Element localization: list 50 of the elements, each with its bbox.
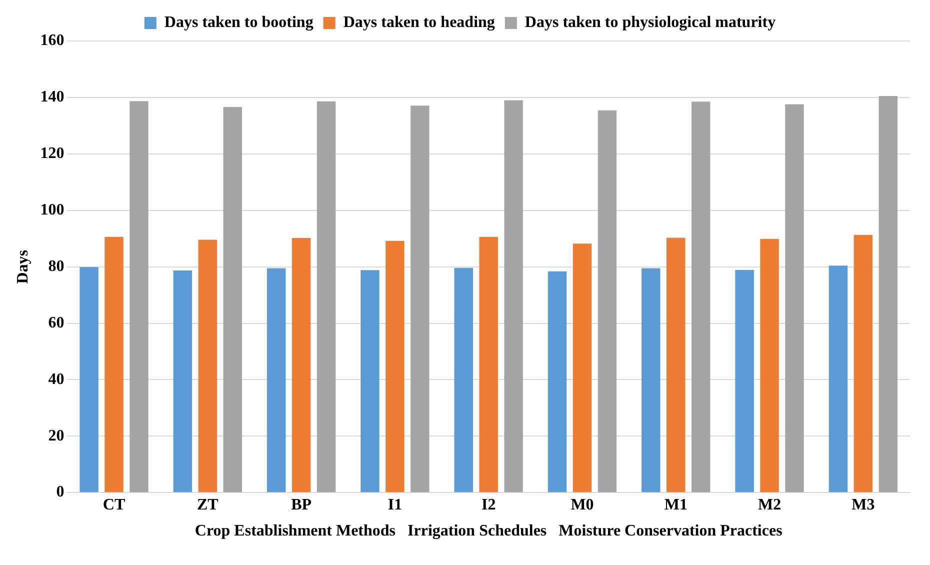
x-tick-label: BP [291,496,312,514]
y-tick-label: 40 [48,370,64,388]
x-tick-label: M3 [852,496,875,514]
bar [504,100,523,492]
bar [878,96,898,492]
bar [454,268,473,492]
x-tick-label: I2 [481,496,496,514]
bar [130,101,148,492]
x-axis-title: Crop Establishment Methods Irrigation Schedules Moisture Conservation Practices [194,522,782,540]
bar [173,270,192,492]
bar [479,236,498,492]
legend-label: Days taken to physiological maturity [524,14,776,32]
bar [410,106,430,492]
bar [360,270,380,492]
bar [735,270,754,492]
bar [266,268,286,492]
bar [828,266,848,492]
y-axis-title: Days [14,250,32,284]
y-tick-label: 140 [40,88,64,106]
bar [198,240,218,492]
bar [223,107,242,492]
x-tick-label: CT [102,496,126,514]
bar [598,110,617,492]
bar [785,104,804,492]
bar [80,267,98,492]
bar [386,240,404,492]
bar [691,102,710,492]
y-tick-label: 0 [56,484,64,501]
bar [548,271,567,492]
x-tick-label: M0 [570,496,594,514]
y-tick-label: 80 [48,258,64,275]
legend-label: Days taken to heading [343,14,495,32]
bar [642,268,660,492]
bar [666,238,686,492]
x-tick-label: I1 [388,496,402,514]
x-tick-label: M1 [664,496,688,514]
x-tick-label: M2 [758,496,782,514]
y-tick-label: 120 [40,145,64,162]
bar [572,244,592,492]
y-tick-label: 100 [40,201,64,218]
y-tick-label: 160 [40,32,64,50]
bar [316,101,336,492]
legend-label: Days taken to booting [164,14,314,32]
y-tick-label: 60 [48,314,64,332]
bar [854,234,873,492]
bar [760,238,779,492]
x-tick-label: ZT [196,496,219,514]
y-tick-label: 20 [48,427,64,444]
bar [104,236,124,492]
bar [292,238,311,492]
